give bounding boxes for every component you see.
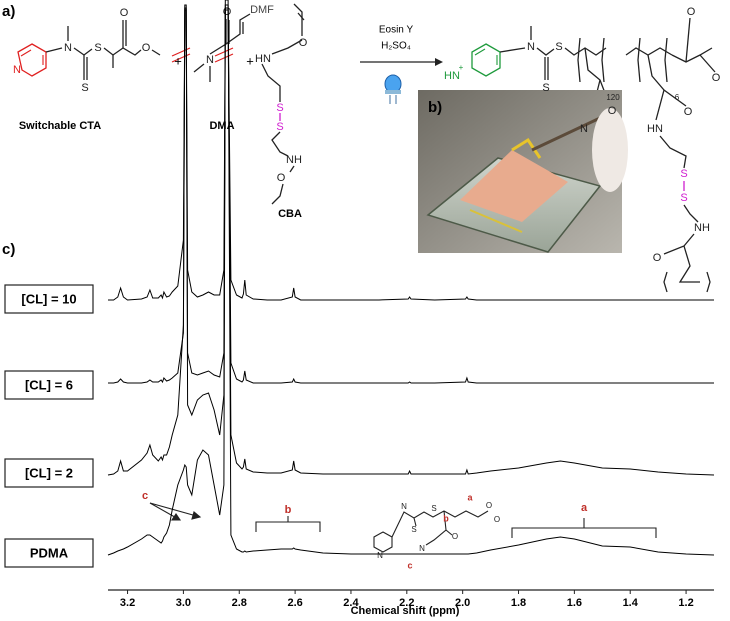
reaction-arrow <box>360 58 443 104</box>
spectrum-line <box>107 4 715 476</box>
x-axis-label: Chemical shift (ppm) <box>351 605 460 617</box>
atom-label: N <box>206 54 214 66</box>
panel-label: b) <box>428 99 442 116</box>
atom-label: S <box>411 525 416 534</box>
compound-label: DMA <box>209 120 234 132</box>
atom-label: O <box>653 252 662 264</box>
atom-label: O <box>142 42 151 54</box>
x-tick-label: 2.6 <box>287 597 302 609</box>
legend-label: [CL] = 2 <box>25 465 73 480</box>
atom-label: S <box>94 42 101 54</box>
legend-label: [CL] = 10 <box>21 291 76 306</box>
atom-label: N <box>64 42 72 54</box>
spectrum-line <box>108 7 714 384</box>
condition: Eosin Y <box>379 25 414 36</box>
plus-sign: + <box>246 53 254 68</box>
annotation: c <box>142 490 148 502</box>
legend-box <box>4 370 94 400</box>
spectrum-line <box>108 9 714 301</box>
atom-label: NH <box>286 154 302 166</box>
atom-label: HN <box>647 123 663 135</box>
atom-label: S <box>680 192 687 204</box>
annotation: a <box>581 502 588 514</box>
atom-label: O <box>486 501 492 510</box>
atom-label: N <box>401 502 407 511</box>
structure-cta <box>17 20 161 80</box>
atom-label: S <box>680 168 687 180</box>
x-tick-label: 2.0 <box>455 597 470 609</box>
legend-label: PDMA <box>30 545 69 560</box>
legend-box <box>4 284 94 314</box>
annotation: DMF <box>250 4 274 16</box>
annotation: b <box>285 504 292 516</box>
spectra <box>107 0 715 556</box>
atom-label: S <box>276 102 283 114</box>
legend-box <box>4 458 94 488</box>
atom-label: + <box>459 63 464 72</box>
atom-label: O <box>277 172 286 184</box>
x-tick-label: 1.4 <box>623 597 639 609</box>
atom-label: S <box>431 504 436 513</box>
x-tick-label: 1.2 <box>678 597 693 609</box>
plus-sign: + <box>174 53 182 68</box>
legend-label: [CL] = 6 <box>25 377 73 392</box>
atom-label: O <box>684 106 693 118</box>
x-tick-label: 2.2 <box>399 597 414 609</box>
atom-label: S <box>81 82 88 94</box>
atom-label: N <box>377 551 383 560</box>
atom-label: N <box>13 64 21 76</box>
compound-label: CBA <box>278 208 302 220</box>
atom-label: S <box>555 41 562 53</box>
atom-label: HN <box>444 70 460 82</box>
x-tick-label: 1.6 <box>567 597 582 609</box>
atom-label: S <box>542 82 549 94</box>
panel-label: a) <box>2 3 15 20</box>
legend-box <box>4 538 94 568</box>
x-tick-label: 2.8 <box>232 597 247 609</box>
atom-label: N <box>527 41 535 53</box>
atom-label: NH <box>694 222 710 234</box>
x-tick-label: 1.8 <box>511 597 526 609</box>
atom-label: N <box>419 544 425 553</box>
photo: b) <box>418 90 628 253</box>
panel-label: c) <box>2 241 15 258</box>
structure-dma <box>193 13 251 82</box>
spectrum-line <box>107 0 715 556</box>
atom-label: O <box>687 6 696 18</box>
atom-label: O <box>452 532 458 541</box>
annotation-marks <box>149 502 657 553</box>
axis-break <box>171 47 234 63</box>
compound-label: Switchable CTA <box>19 120 101 132</box>
x-tick-label: 2.4 <box>343 597 359 609</box>
x-tick-label: 3.0 <box>176 597 191 609</box>
annotation: c <box>407 560 412 570</box>
condition: H₂SO₄ <box>381 41 411 52</box>
atom-label: HN <box>255 53 271 65</box>
atom-label: O <box>494 515 500 524</box>
atom-label: O <box>712 72 721 84</box>
atom-label: 120 <box>606 93 620 102</box>
atom-label: S <box>276 121 283 133</box>
x-tick-label: 3.2 <box>120 597 135 609</box>
atom-label: O <box>608 105 617 117</box>
atom-label: O <box>120 7 129 19</box>
atom-label: 6 <box>675 93 680 102</box>
annotation: a <box>467 492 473 502</box>
structure-cba <box>261 3 305 205</box>
atom-label: O <box>223 6 232 18</box>
atom-label: O <box>299 37 308 49</box>
annotation: b <box>443 513 449 523</box>
atom-label: N <box>580 123 588 135</box>
